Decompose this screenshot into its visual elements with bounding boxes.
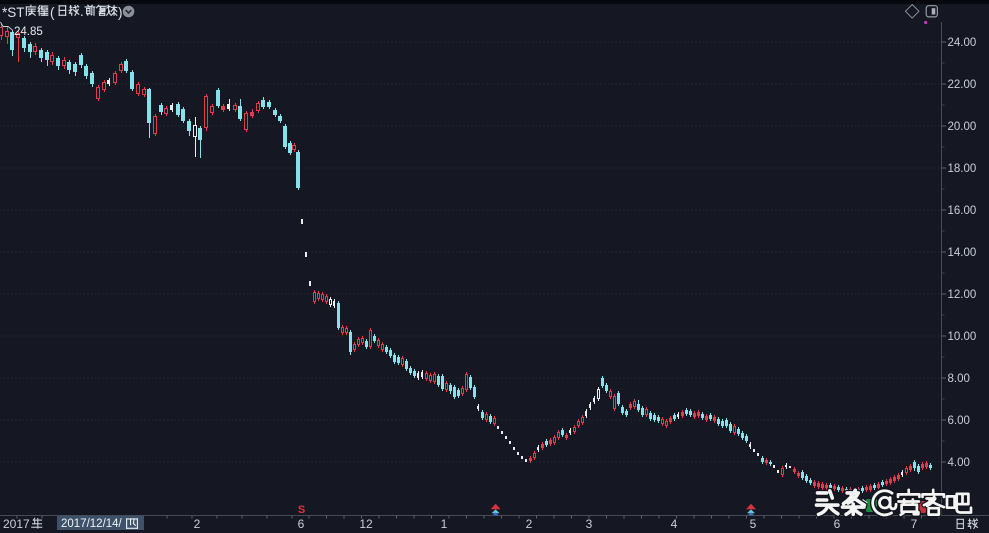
svg-text:2017: 2017	[3, 517, 30, 531]
svg-text:*ST: *ST	[2, 5, 25, 20]
svg-text:(: (	[50, 5, 55, 20]
svg-text:24.00: 24.00	[948, 37, 977, 49]
svg-text:.: .	[80, 4, 84, 19]
svg-text:4.00: 4.00	[948, 457, 970, 469]
svg-text:10.00: 10.00	[948, 331, 977, 343]
svg-text:2: 2	[526, 517, 533, 531]
svg-text:12.00: 12.00	[948, 289, 977, 301]
svg-text:8.00: 8.00	[948, 373, 970, 385]
svg-text:12: 12	[359, 517, 373, 531]
svg-text:3: 3	[586, 517, 593, 531]
svg-text:1: 1	[441, 517, 448, 531]
svg-text:): )	[118, 5, 123, 20]
svg-text:14.00: 14.00	[948, 247, 977, 259]
svg-text:20.00: 20.00	[948, 121, 977, 133]
svg-text:4: 4	[671, 517, 678, 531]
svg-text:16.00: 16.00	[948, 205, 977, 217]
svg-text:6.00: 6.00	[948, 415, 970, 427]
svg-text:7: 7	[911, 517, 918, 531]
svg-text:2017/12/14/: 2017/12/14/	[61, 518, 123, 530]
svg-text:2: 2	[194, 517, 201, 531]
svg-text:6: 6	[834, 517, 841, 531]
svg-text:22.00: 22.00	[948, 79, 977, 91]
svg-text:6: 6	[298, 517, 305, 531]
svg-text:5: 5	[750, 517, 757, 531]
svg-text:24.85: 24.85	[14, 26, 43, 38]
svg-text:S: S	[298, 504, 305, 516]
svg-text:18.00: 18.00	[948, 163, 977, 175]
